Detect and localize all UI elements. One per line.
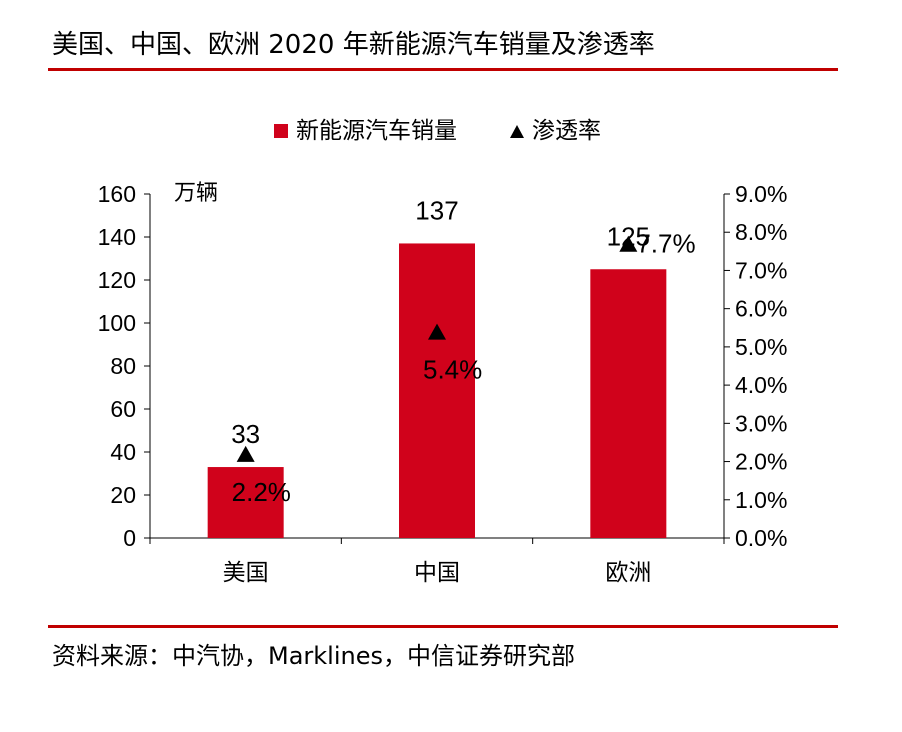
bar bbox=[399, 243, 475, 538]
y-left-unit-label: 万辆 bbox=[174, 180, 218, 205]
y-left-tick-label: 40 bbox=[110, 439, 136, 465]
bar-value-label: 125 bbox=[607, 221, 650, 251]
source-rule bbox=[48, 625, 838, 628]
penetration-label: 5.4% bbox=[423, 355, 482, 385]
bar-value-label: 137 bbox=[415, 195, 458, 225]
y-right-tick-label: 0.0% bbox=[735, 525, 787, 551]
bar bbox=[590, 269, 667, 538]
y-right-tick-label: 4.0% bbox=[735, 372, 787, 398]
bar-value-label: 33 bbox=[231, 419, 260, 449]
y-left-tick-label: 100 bbox=[98, 310, 136, 336]
legend-swatch-sales bbox=[274, 124, 288, 138]
y-left-tick-label: 140 bbox=[98, 224, 136, 250]
y-right-tick-label: 6.0% bbox=[735, 296, 787, 322]
y-left-tick-label: 80 bbox=[110, 353, 136, 379]
legend-label-penetration: 渗透率 bbox=[532, 117, 601, 143]
penetration-label: 7.7% bbox=[636, 229, 695, 259]
penetration-marker bbox=[236, 445, 255, 462]
y-left-tick-label: 60 bbox=[110, 396, 136, 422]
y-right-tick-label: 8.0% bbox=[735, 219, 787, 245]
y-left-tick-label: 0 bbox=[123, 525, 136, 551]
y-right-tick-label: 1.0% bbox=[735, 487, 787, 513]
legend: 新能源汽车销量 渗透率 bbox=[274, 117, 601, 143]
y-left-tick-label: 120 bbox=[98, 267, 136, 293]
legend-marker-penetration bbox=[510, 125, 524, 138]
title-rule bbox=[48, 68, 838, 71]
y-left-tick-label: 160 bbox=[98, 181, 136, 207]
source-note: 资料来源：中汽协，Marklines，中信证券研究部 bbox=[52, 642, 575, 670]
points bbox=[236, 235, 638, 462]
x-tick-label: 美国 bbox=[223, 559, 269, 585]
y-right-tick-label: 5.0% bbox=[735, 334, 787, 360]
penetration-marker bbox=[428, 323, 446, 340]
axes: 0 20 40 60 80 100 120 140 160 0.0% 1.0% 2.0% 3.0% 4.0… bbox=[98, 180, 788, 585]
y-left-tick-label: 20 bbox=[110, 482, 136, 508]
y-right-tick-label: 9.0% bbox=[735, 181, 787, 207]
penetration-label: 2.2% bbox=[232, 477, 291, 507]
chart: 新能源汽车销量 渗透率 0 20 40 60 80 100 120 140 160 0.0% 1.0%… bbox=[98, 117, 788, 585]
data-labels: 33 137 125 2.2% 5.4% 7.7% bbox=[231, 195, 695, 506]
y-right-tick-label: 3.0% bbox=[735, 410, 787, 436]
bars bbox=[207, 243, 667, 538]
y-right-tick-label: 7.0% bbox=[735, 257, 787, 283]
bar bbox=[207, 467, 284, 538]
x-tick-label: 中国 bbox=[414, 559, 460, 585]
figure-title: 美国、中国、欧洲 2020 年新能源汽车销量及渗透率 bbox=[52, 30, 655, 60]
penetration-marker bbox=[619, 235, 638, 252]
x-tick-label: 欧洲 bbox=[605, 559, 651, 585]
legend-label-sales: 新能源汽车销量 bbox=[296, 117, 457, 143]
y-right-tick-label: 2.0% bbox=[735, 449, 787, 475]
